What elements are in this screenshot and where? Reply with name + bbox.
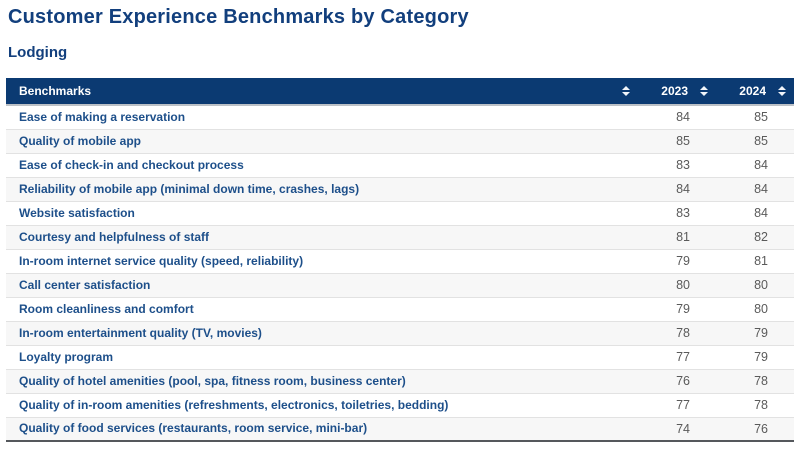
page-title: Customer Experience Benchmarks by Catego… [8, 6, 469, 28]
value-2024: 85 [754, 110, 768, 125]
benchmark-label: In-room internet service quality (speed,… [19, 253, 304, 268]
value-2024: 82 [754, 230, 768, 244]
column-header-benchmarks-label: Benchmarks [19, 84, 92, 98]
benchmark-label: In-room entertainment quality (TV, movie… [19, 325, 262, 340]
table-row: Quality of mobile app 85 85 [6, 129, 794, 153]
page: Customer Experience Benchmarks by Catego… [0, 6, 800, 442]
value-2024: 80 [754, 278, 768, 292]
column-header-benchmarks[interactable]: Benchmarks [6, 78, 638, 106]
value-2024: 76 [754, 421, 768, 436]
value-2024: 79 [754, 326, 768, 340]
benchmark-label: Courtesy and helpfulness of staff [19, 229, 210, 244]
value-2023: 83 [676, 158, 690, 172]
benchmark-label: Ease of making a reservation [19, 109, 186, 124]
value-2024: 80 [754, 302, 768, 316]
benchmark-label: Quality of hotel amenities (pool, spa, f… [19, 373, 406, 388]
value-2023: 77 [676, 350, 690, 364]
table-row: Call center satisfaction 80 80 [6, 273, 794, 297]
table-row: Loyalty program 77 79 [6, 345, 794, 369]
benchmark-label: Website satisfaction [19, 205, 135, 220]
sort-icon-2023[interactable] [700, 86, 708, 96]
table-row: Ease of making a reservation 84 85 [6, 105, 794, 129]
benchmark-label: Quality of in-room amenities (refreshmen… [19, 397, 449, 412]
sort-up-arrow-icon [778, 86, 786, 90]
value-2023: 85 [676, 134, 690, 148]
table-row: Website satisfaction 83 84 [6, 201, 794, 225]
value-2023: 78 [676, 326, 690, 340]
table-header-row: Benchmarks 2023 2024 [6, 78, 794, 106]
value-2023: 83 [676, 206, 690, 220]
column-header-2023-label: 2023 [661, 84, 688, 98]
table-row: Room cleanliness and comfort 79 80 [6, 297, 794, 321]
value-2024: 84 [754, 182, 768, 196]
value-2024: 81 [754, 254, 768, 268]
value-2024: 84 [754, 158, 768, 172]
value-2024: 85 [754, 134, 768, 148]
benchmark-label: Quality of food services (restaurants, r… [19, 421, 368, 436]
value-2024: 79 [754, 350, 768, 364]
value-2023: 76 [676, 374, 690, 388]
benchmark-label: Loyalty program [19, 349, 114, 364]
value-2023: 80 [676, 278, 690, 292]
benchmark-label: Ease of check-in and checkout process [19, 157, 244, 172]
column-header-2024-label: 2024 [739, 84, 766, 98]
sort-up-arrow-icon [622, 86, 630, 90]
sort-icon-benchmarks[interactable] [622, 86, 630, 96]
sort-down-arrow-icon [700, 92, 708, 96]
value-2023: 84 [676, 110, 690, 125]
benchmarks-table: Benchmarks 2023 2024 [6, 78, 794, 442]
column-header-2024[interactable]: 2024 [716, 78, 794, 106]
sort-icon-2024[interactable] [778, 86, 786, 96]
value-2023: 79 [676, 302, 690, 316]
sort-up-arrow-icon [700, 86, 708, 90]
value-2024: 78 [754, 398, 768, 412]
table-row: Quality of food services (restaurants, r… [6, 417, 794, 441]
table-body: Ease of making a reservation 84 85 Quali… [6, 105, 794, 441]
value-2023: 74 [676, 421, 690, 436]
benchmark-label: Reliability of mobile app (minimal down … [19, 181, 360, 196]
table-row: Quality of hotel amenities (pool, spa, f… [6, 369, 794, 393]
category-title: Lodging [8, 44, 68, 61]
value-2023: 79 [676, 254, 690, 268]
table-row: Ease of check-in and checkout process 83… [6, 153, 794, 177]
column-header-2023[interactable]: 2023 [638, 78, 716, 106]
benchmark-label: Quality of mobile app [19, 133, 142, 148]
table-row: Reliability of mobile app (minimal down … [6, 177, 794, 201]
value-2023: 84 [676, 182, 690, 196]
table-row: In-room internet service quality (speed,… [6, 249, 794, 273]
value-2023: 77 [676, 398, 690, 412]
table-row: Courtesy and helpfulness of staff 81 82 [6, 225, 794, 249]
sort-down-arrow-icon [778, 92, 786, 96]
benchmark-label: Room cleanliness and comfort [19, 301, 194, 316]
value-2023: 81 [676, 230, 690, 244]
value-2024: 78 [754, 374, 768, 388]
benchmark-label: Call center satisfaction [19, 277, 151, 292]
sort-down-arrow-icon [622, 92, 630, 96]
table-row: Quality of in-room amenities (refreshmen… [6, 393, 794, 417]
table-row: In-room entertainment quality (TV, movie… [6, 321, 794, 345]
value-2024: 84 [754, 206, 768, 220]
